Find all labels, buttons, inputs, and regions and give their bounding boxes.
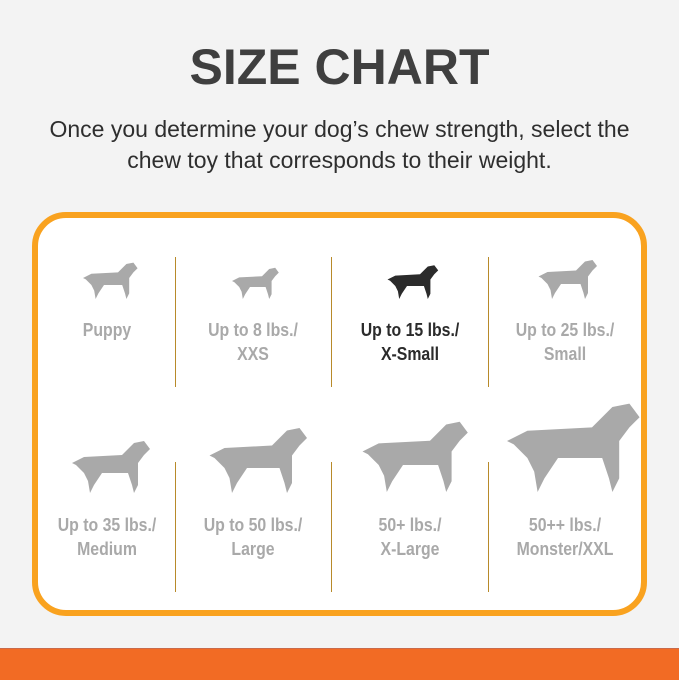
labrador-icon <box>209 427 307 493</box>
size-option: Up to 8 lbs./ XXS <box>178 263 328 366</box>
size-name: Monster/XXL <box>516 538 614 559</box>
size-name: X-Small <box>380 343 440 364</box>
column-divider <box>175 462 176 592</box>
weight-text: Up to 8 lbs./ <box>208 319 298 340</box>
size-label: Up to 25 lbs./ Small <box>499 318 631 366</box>
size-name: Small <box>543 344 587 364</box>
weight-text: 50+ lbs./ <box>378 514 442 535</box>
column-divider <box>488 462 489 592</box>
puppy-icon <box>82 262 138 299</box>
size-label: Puppy <box>41 318 173 342</box>
weight-text: Up to 35 lbs./ <box>57 515 157 535</box>
weight-text: Up to 25 lbs./ <box>515 320 615 340</box>
size-option: Up to 35 lbs./ Medium <box>32 433 182 561</box>
size-label: Up to 35 lbs./ Medium <box>41 513 173 561</box>
size-name: XXS <box>237 343 269 364</box>
size-option: Up to 15 lbs./ X-Small <box>335 260 485 366</box>
page-title: SIZE CHART <box>189 39 490 95</box>
toy-terrier-icon <box>387 264 438 299</box>
column-divider <box>175 257 176 387</box>
size-label: Up to 15 lbs./ X-Small <box>344 318 476 366</box>
column-divider <box>331 462 332 592</box>
size-name: Medium <box>77 539 137 559</box>
weight-text: 50++ lbs./ <box>528 514 602 535</box>
weight-text: Up to 50 lbs./ <box>203 515 303 535</box>
size-name: X-Large <box>380 538 440 559</box>
westie-icon <box>538 259 598 299</box>
footer-bar <box>0 648 679 680</box>
size-option: 50++ lbs./ Monster/XXL <box>490 390 640 561</box>
size-option: Puppy <box>32 257 182 342</box>
weight-text: Up to 15 lbs./ <box>360 319 460 340</box>
size-label: Up to 8 lbs./ XXS <box>187 318 319 366</box>
column-divider <box>331 257 332 387</box>
weight-text: Puppy <box>82 319 132 340</box>
subtitle: Once you determine your dog’s chew stren… <box>0 114 679 176</box>
column-divider <box>488 257 489 387</box>
subtitle-line: Once you determine your dog’s chew stren… <box>49 116 630 142</box>
size-option: Up to 50 lbs./ Large <box>178 418 328 562</box>
shepherd-icon <box>362 422 469 493</box>
great-dane-icon <box>507 403 640 492</box>
size-option: Up to 25 lbs./ Small <box>490 254 640 367</box>
subtitle-line: chew toy that corresponds to their weigh… <box>127 147 552 173</box>
size-label: 50++ lbs./ Monster/XXL <box>499 513 631 561</box>
size-label: Up to 50 lbs./ Large <box>187 513 319 561</box>
size-label: 50+ lbs./ X-Large <box>344 513 476 561</box>
chihuahua-icon <box>232 267 279 299</box>
beagle-icon <box>72 441 150 493</box>
size-option: 50+ lbs./ X-Large <box>335 411 485 561</box>
size-name: Large <box>231 539 275 559</box>
